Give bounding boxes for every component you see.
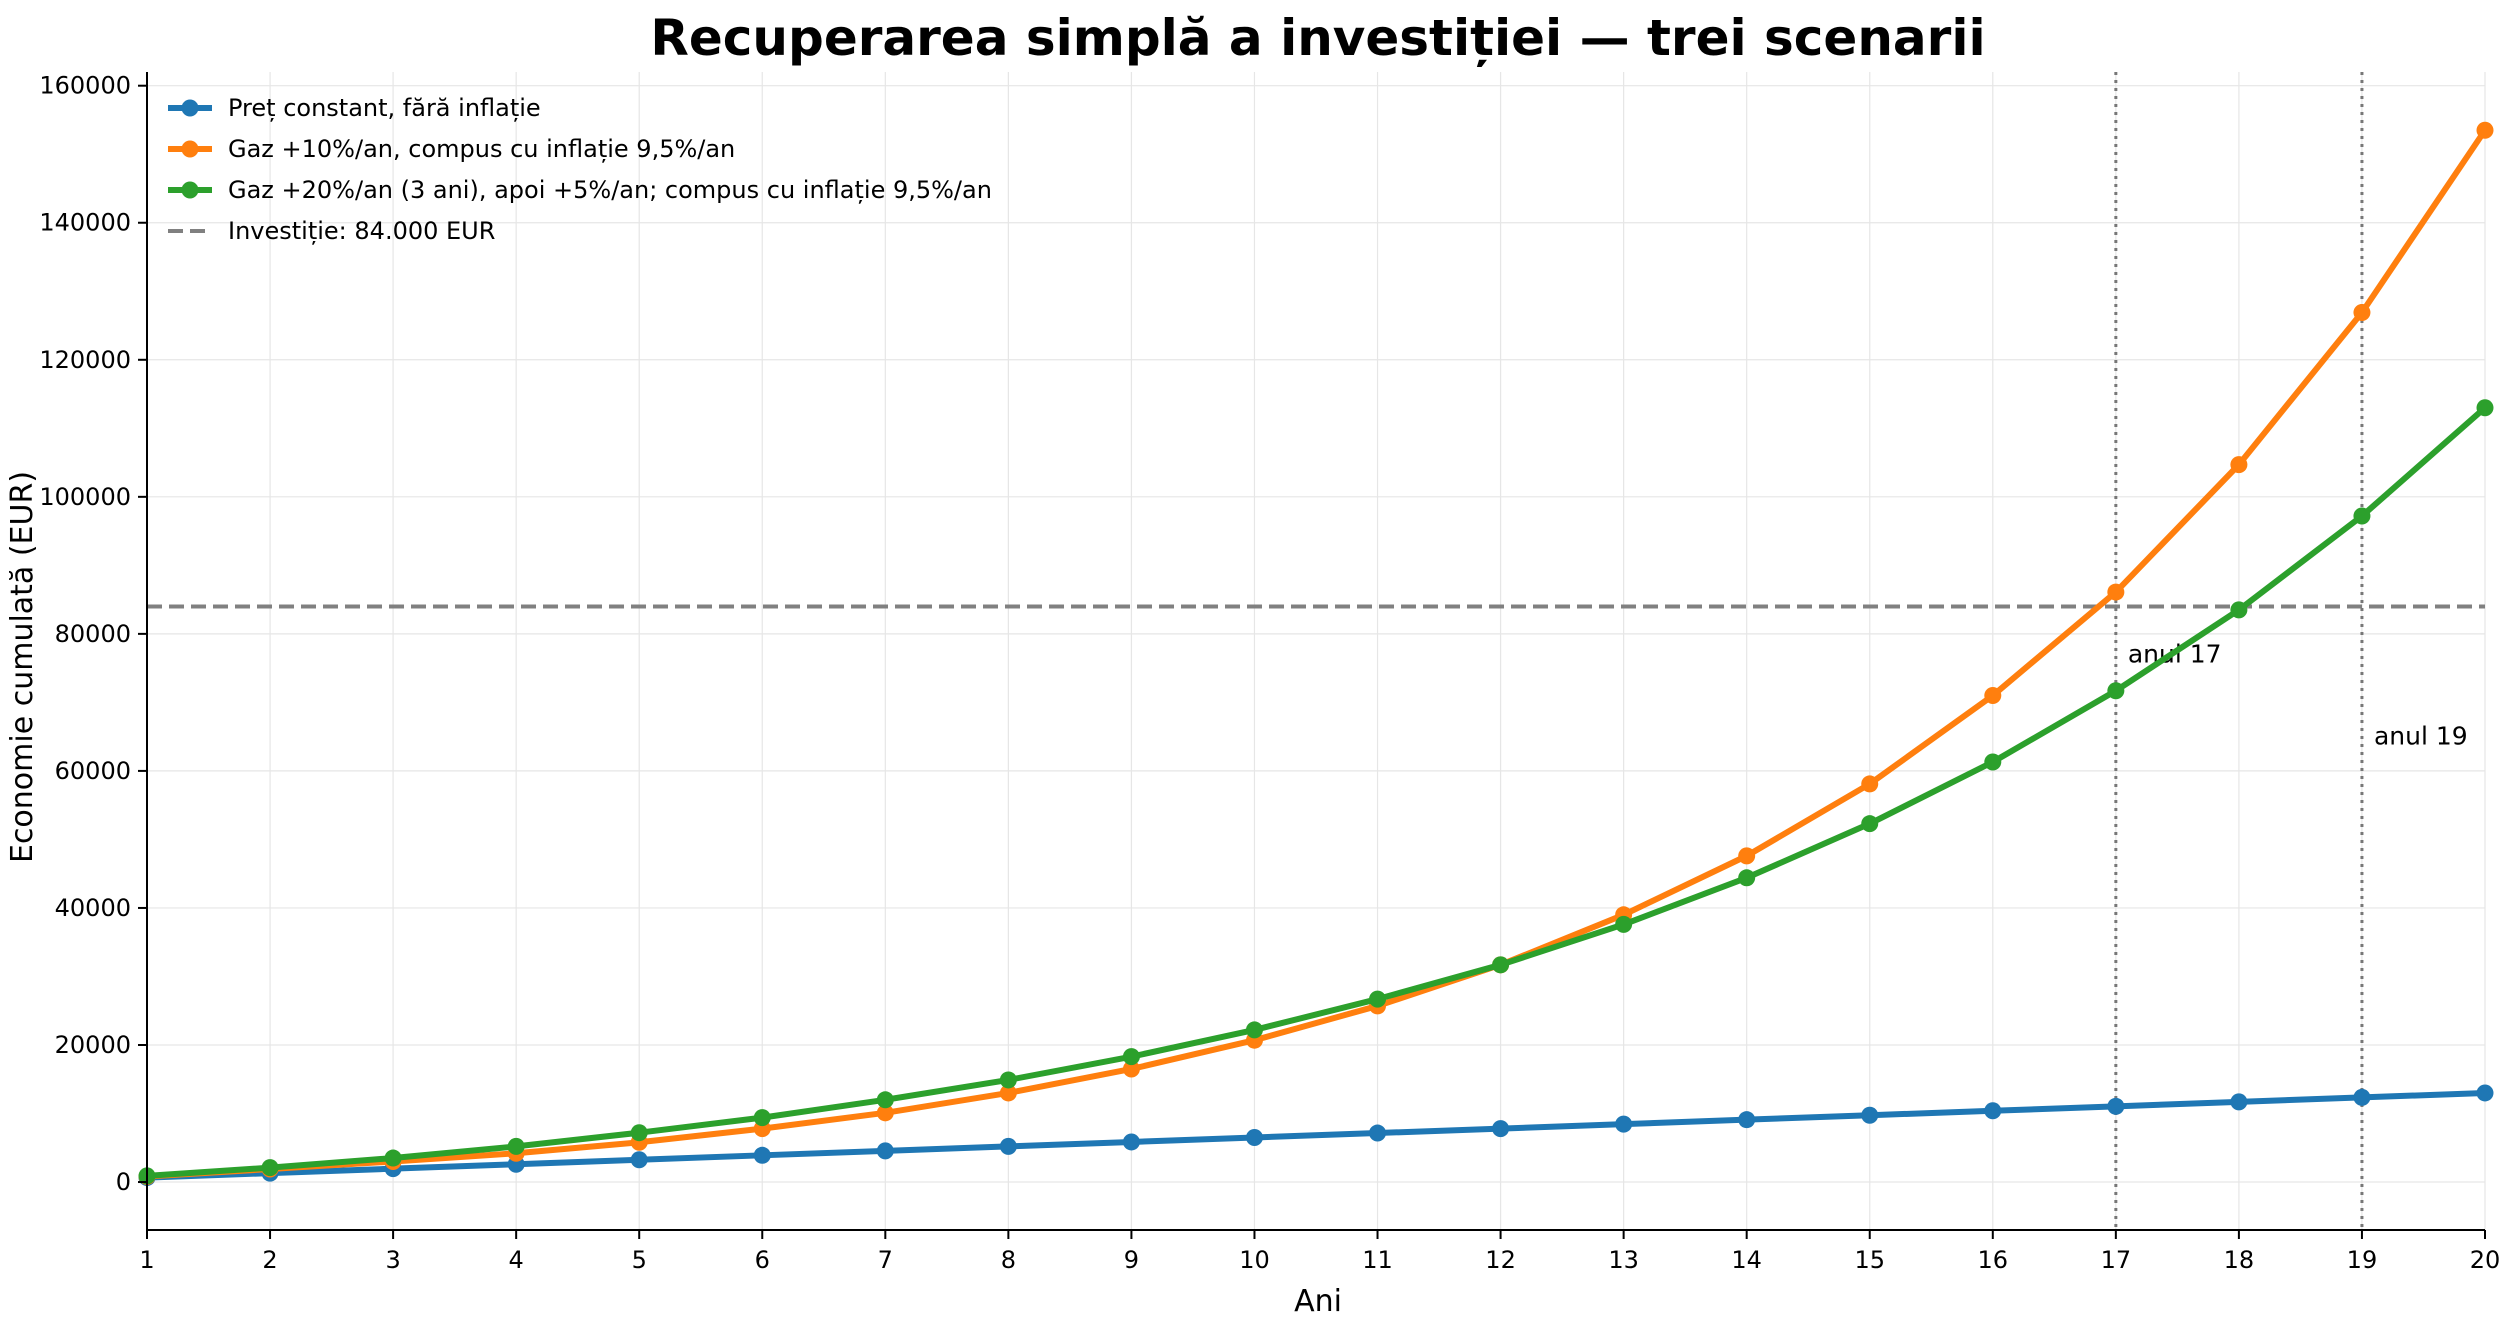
data-point xyxy=(1122,1048,1140,1066)
data-point xyxy=(261,1159,279,1177)
grid xyxy=(146,72,2486,1230)
data-point xyxy=(753,1146,771,1164)
legend-marker xyxy=(181,99,199,117)
data-point xyxy=(1492,1120,1510,1138)
legend: Preț constant, fără inflație Gaz +10%/an,… xyxy=(168,94,992,245)
data-point xyxy=(1738,869,1756,887)
data-point xyxy=(1861,1106,1879,1124)
x-tick-label: 10 xyxy=(1239,1246,1270,1274)
data-point xyxy=(1492,956,1510,974)
series-line xyxy=(144,404,2488,1179)
data-point xyxy=(2107,583,2125,601)
x-tick-label: 7 xyxy=(878,1246,893,1274)
data-point xyxy=(1245,1021,1263,1039)
data-point xyxy=(1122,1060,1140,1078)
data-point xyxy=(2230,1093,2248,1111)
legend-marker xyxy=(181,140,199,158)
x-tick-label: 3 xyxy=(385,1246,400,1274)
chart-title: Recuperarea simplă a investiției — trei … xyxy=(650,9,1985,67)
data-point xyxy=(2353,304,2371,322)
x-tick-label: 9 xyxy=(1124,1246,1139,1274)
y-tick-label: 120000 xyxy=(39,346,131,374)
x-tick-label: 18 xyxy=(2224,1246,2255,1274)
data-point xyxy=(507,1137,525,1155)
y-tick-label: 80000 xyxy=(55,620,131,648)
y-axis-label: Economie cumulată (EUR) xyxy=(5,471,40,863)
legend-label: Investiție: 84.000 EUR xyxy=(228,217,495,245)
data-point xyxy=(876,1104,894,1122)
x-tick-label: 16 xyxy=(1978,1246,2009,1274)
data-point xyxy=(2476,1084,2494,1102)
data-point xyxy=(1984,687,2002,705)
x-axis-label: Ani xyxy=(1294,1284,1342,1319)
x-tick-label: 20 xyxy=(2470,1246,2499,1274)
legend-marker xyxy=(181,181,199,199)
data-point xyxy=(1615,915,1633,933)
data-point xyxy=(999,1084,1017,1102)
data-point xyxy=(2230,456,2248,474)
x-tick-label: 4 xyxy=(509,1246,524,1274)
data-point xyxy=(1861,815,1879,833)
data-point xyxy=(2107,682,2125,700)
legend-label: Gaz +10%/an, compus cu inflație 9,5%/an xyxy=(228,135,735,163)
data-point xyxy=(1615,1115,1633,1133)
x-tick-label: 2 xyxy=(262,1246,277,1274)
y-tick-label: 0 xyxy=(116,1168,131,1196)
data-point xyxy=(630,1151,648,1169)
legend-label: Gaz +20%/an (3 ani), apoi +5%/an; compus… xyxy=(228,176,992,204)
data-point xyxy=(1245,1128,1263,1146)
data-point xyxy=(753,1109,771,1127)
payback-label: anul 19 xyxy=(2374,722,2468,751)
data-point xyxy=(999,1071,1017,1089)
x-tick-label: 6 xyxy=(755,1246,770,1274)
data-point xyxy=(1984,1102,2002,1120)
data-point xyxy=(876,1091,894,1109)
data-point xyxy=(1738,1111,1756,1129)
legend-label: Preț constant, fără inflație xyxy=(228,94,541,122)
x-tick-label: 11 xyxy=(1362,1246,1393,1274)
data-point xyxy=(1369,1124,1387,1142)
series-line xyxy=(144,127,2488,1180)
y-tick-label: 100000 xyxy=(39,483,131,511)
data-point xyxy=(2230,601,2248,619)
x-tick-label: 19 xyxy=(2347,1246,2378,1274)
data-point xyxy=(876,1142,894,1160)
data-point xyxy=(630,1124,648,1142)
data-point xyxy=(384,1149,402,1167)
y-tick-label: 60000 xyxy=(55,757,131,785)
series-lines xyxy=(138,121,2494,1187)
axes: 1 2 3 4 5 6 7 8 9 10 11 12 13 14 15 16 17 18 19 20020000400… xyxy=(39,72,2499,1274)
data-point xyxy=(999,1137,1017,1155)
data-point xyxy=(1984,753,2002,771)
y-tick-label: 40000 xyxy=(55,894,131,922)
data-point xyxy=(1122,1133,1140,1151)
data-point xyxy=(1861,775,1879,793)
data-point xyxy=(1738,847,1756,865)
data-point xyxy=(2353,1088,2371,1106)
data-point xyxy=(2107,1097,2125,1115)
x-tick-label: 13 xyxy=(1608,1246,1639,1274)
x-tick-label: 15 xyxy=(1854,1246,1885,1274)
x-tick-label: 17 xyxy=(2101,1246,2132,1274)
x-tick-label: 8 xyxy=(1001,1246,1016,1274)
y-tick-label: 160000 xyxy=(39,72,131,100)
x-tick-label: 5 xyxy=(632,1246,647,1274)
series-line xyxy=(144,1089,2488,1181)
x-tick-label: 1 xyxy=(139,1246,154,1274)
y-tick-label: 20000 xyxy=(55,1031,131,1059)
x-tick-label: 14 xyxy=(1731,1246,1762,1274)
data-point xyxy=(2476,399,2494,417)
data-point xyxy=(1369,990,1387,1008)
data-point xyxy=(2353,507,2371,525)
y-tick-label: 140000 xyxy=(39,209,131,237)
x-tick-label: 12 xyxy=(1485,1246,1516,1274)
data-point xyxy=(2476,121,2494,139)
